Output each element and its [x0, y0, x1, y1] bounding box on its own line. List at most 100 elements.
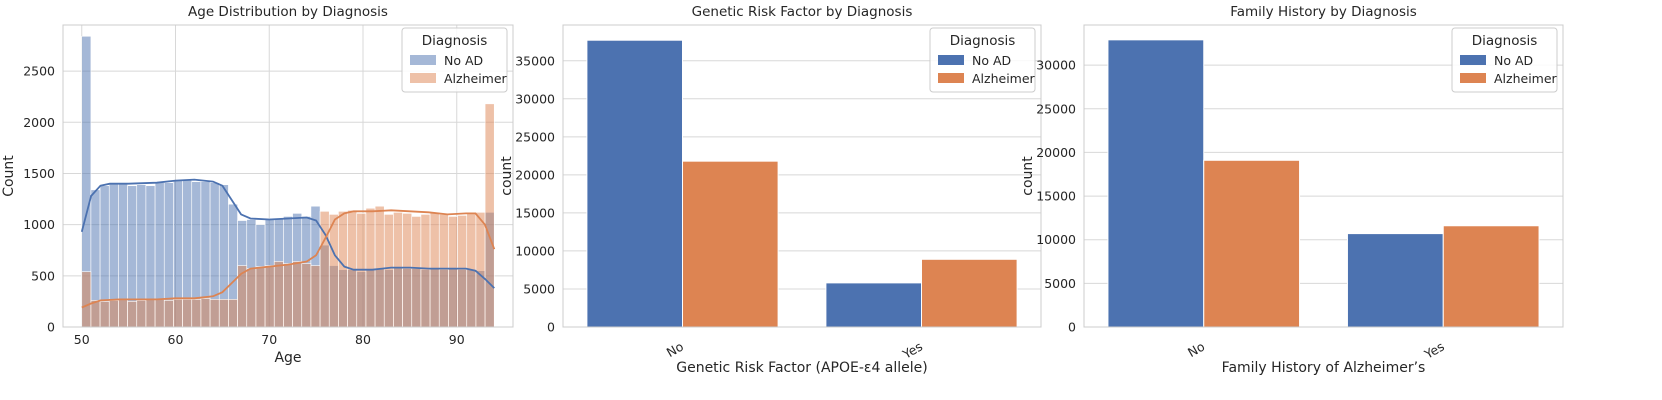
histogram-bar: [90, 300, 101, 328]
bar-alzheimer-no: [1203, 159, 1301, 328]
histogram-bar: [246, 268, 257, 328]
legend-title: Diagnosis: [422, 33, 488, 49]
histogram-bar: [154, 299, 165, 328]
histogram-bar: [328, 214, 339, 328]
y-tick-label: 0: [1068, 320, 1076, 335]
histogram-bar: [173, 299, 183, 328]
chart-age-distribution: 0 500 1000 1500 2000 2500 Age Distribution by …: [1, 4, 514, 366]
bar-alzheimer-yes: [921, 258, 1018, 328]
legend-swatch-alzheimer: [1460, 73, 1486, 83]
histogram-bar: [264, 265, 275, 328]
bar-no-ad-yes: [1346, 233, 1444, 328]
histogram-bar: [163, 300, 174, 328]
histogram-bar: [411, 216, 422, 328]
histogram-bar: [108, 300, 119, 328]
chart-title: Family History by Diagnosis: [1230, 4, 1417, 20]
y-axis-label: count: [1020, 156, 1036, 196]
kde-line-alzheimer: [81, 209, 496, 309]
histogram-bar: [99, 301, 110, 328]
histogram-bar: [301, 263, 312, 328]
x-tick-label: 80: [355, 332, 371, 347]
kde-line-no-ad: [80, 178, 495, 289]
chart-title: Genetic Risk Factor by Diagnosis: [692, 4, 913, 20]
y-tick-label: 0: [547, 320, 555, 335]
x-tick-label: 90: [449, 332, 465, 347]
histogram-bar: [338, 211, 348, 328]
histogram-bar: [429, 212, 440, 328]
bar-no-ad-yes: [825, 282, 923, 328]
y-tick-label: 0: [47, 320, 55, 335]
y-tick-label: 35000: [515, 53, 555, 68]
histogram-bar: [81, 271, 92, 328]
axes-frame: [62, 24, 514, 328]
chart-title: Age Distribution by Diagnosis: [188, 4, 388, 20]
y-tick-label: 2500: [23, 64, 55, 79]
y-tick-label: 20000: [1036, 145, 1076, 160]
axes-frame: [1083, 24, 1564, 328]
histogram-bar: [402, 213, 413, 328]
legend-label: No AD: [972, 53, 1011, 68]
legend-label: Alzheimer: [972, 71, 1036, 86]
legend-title: Diagnosis: [950, 33, 1016, 49]
histogram-bar: [209, 299, 220, 328]
bar-alzheimer-no: [682, 160, 779, 328]
y-axis-label: Count: [1, 155, 17, 197]
histogram-bar: [191, 299, 202, 328]
y-tick-label: 20000: [515, 167, 555, 182]
histogram-bar: [420, 214, 431, 328]
histogram-bar: [145, 299, 156, 328]
legend-swatch-no-ad: [1460, 55, 1486, 65]
bar-no-ad-no: [1107, 39, 1205, 328]
histogram-series-alzheimer: [81, 103, 495, 328]
x-tick-label: 70: [261, 332, 277, 347]
x-tick-label: No: [664, 339, 686, 360]
histogram-bar: [283, 263, 293, 328]
y-tick-label: 15000: [515, 205, 555, 220]
legend-label: No AD: [1494, 53, 1533, 68]
histogram-bar: [255, 266, 266, 328]
histogram-bar: [448, 216, 458, 328]
y-tick-label: 1000: [23, 217, 55, 232]
histogram-bar: [218, 299, 229, 328]
x-tick-label: Yes: [899, 339, 925, 363]
x-tick-label: Yes: [1421, 339, 1447, 363]
legend-label: Alzheimer: [1494, 71, 1558, 86]
y-tick-label: 500: [31, 268, 55, 283]
histogram-bar: [228, 299, 238, 328]
histogram-bar: [484, 103, 495, 328]
histogram-bar: [292, 261, 303, 328]
y-tick-label: 10000: [515, 243, 555, 258]
y-axis-label: count: [499, 156, 515, 196]
histogram-bar: [393, 212, 403, 328]
y-tick-label: 30000: [1036, 58, 1076, 73]
legend-label: No AD: [444, 53, 483, 68]
histogram-bar: [310, 265, 321, 328]
x-axis-label: Age: [274, 350, 301, 366]
histogram-bar: [127, 301, 138, 328]
chart-genetic-risk: 0 5000 10000 15000 20000 25000 30000 35000 Genet…: [499, 4, 1042, 376]
histogram-bar: [365, 207, 376, 328]
histogram-bar: [457, 215, 468, 328]
bar-no-ad-no: [586, 39, 684, 328]
legend-swatch-no-ad: [410, 55, 436, 65]
legend-swatch-no-ad: [938, 55, 964, 65]
histogram-bar: [118, 299, 128, 328]
histogram-bar: [200, 298, 211, 328]
bar-alzheimer-yes: [1442, 225, 1540, 328]
histogram-bar: [136, 300, 147, 328]
y-tick-label: 30000: [515, 91, 555, 106]
legend-swatch-alzheimer: [938, 73, 964, 83]
legend-label: Alzheimer: [444, 71, 508, 86]
chart-family-history: 0 5000 10000 15000 20000 25000 30000 Family His…: [1020, 4, 1564, 376]
x-tick-label: 60: [168, 332, 184, 347]
histogram-bar: [273, 261, 284, 328]
x-tick-label: 50: [74, 332, 90, 347]
y-tick-label: 5000: [1044, 276, 1076, 291]
y-tick-label: 15000: [1036, 189, 1076, 204]
histogram-bar: [438, 214, 449, 328]
y-tick-label: 2000: [23, 115, 55, 130]
histogram-bar: [374, 205, 385, 328]
legend-title: Diagnosis: [1472, 33, 1538, 49]
histogram-bar: [475, 212, 486, 328]
